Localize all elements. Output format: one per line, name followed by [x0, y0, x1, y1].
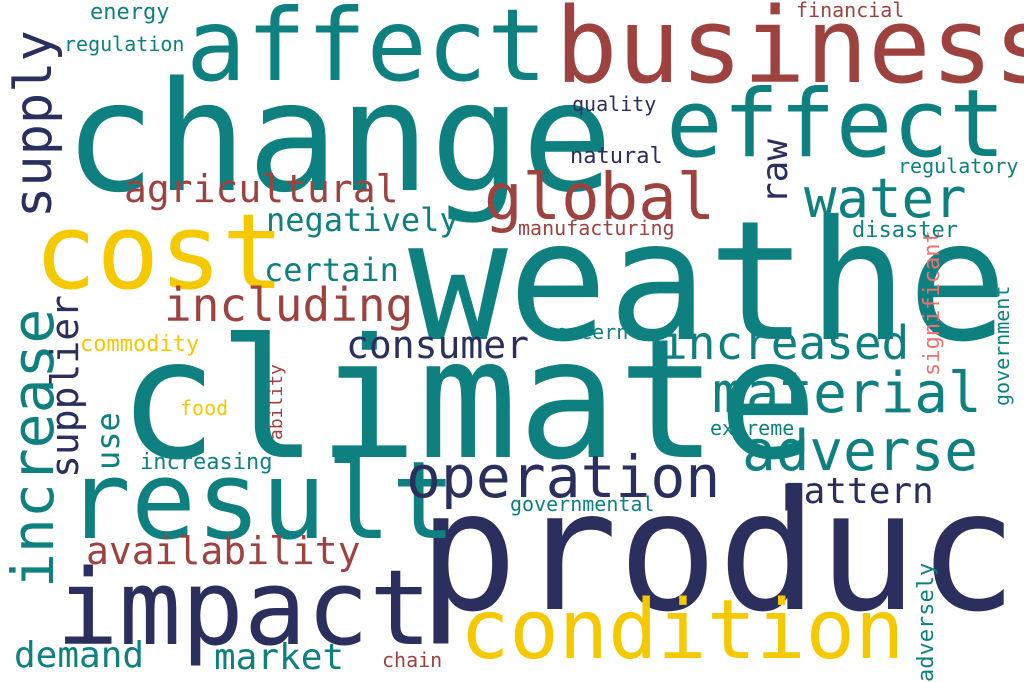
word-regulation: regulation [64, 32, 185, 56]
word-energy: energy [90, 0, 170, 25]
word-business: business [555, 0, 1024, 107]
word-demand: demand [14, 635, 145, 676]
word-financial: financial [796, 0, 905, 22]
word-weather: weather [408, 186, 1024, 379]
word-availability: availability [86, 529, 361, 573]
word-climate: climate [118, 304, 818, 497]
word-supplier: supplier [43, 294, 87, 478]
word-manufacturing: manufacturing [518, 216, 675, 240]
word-global: global [484, 161, 716, 235]
word-agricultural: agricultural [124, 167, 399, 211]
word-commodity: commodity [80, 332, 200, 357]
word-water: water [804, 167, 967, 230]
word-impact: impact [56, 547, 432, 669]
word-adversely: adversely [914, 562, 939, 682]
word-regulatory: regulatory [898, 154, 1019, 178]
word-raw: raw [755, 138, 796, 204]
word-disaster: disaster [852, 218, 958, 243]
word-product: product [418, 456, 1024, 649]
word-operation: operation [406, 443, 721, 511]
word-certain: certain [264, 251, 399, 289]
word-governmental: governmental [510, 492, 655, 516]
word-significant: significant [920, 230, 945, 376]
word-chain: chain [382, 648, 443, 672]
word-use: use [89, 412, 127, 470]
word-extreme: extreme [710, 416, 795, 440]
word-material: material [712, 361, 982, 426]
word-pattern: pattern [782, 471, 934, 512]
word-ability: ability [266, 364, 287, 440]
word-consumer: consumer [346, 323, 530, 367]
word-increasing: increasing [140, 450, 273, 475]
word-food: food [180, 396, 229, 420]
word-increased: increased [660, 316, 910, 370]
word-affect: affect [186, 0, 548, 104]
word-supply: supply [4, 30, 64, 218]
word-including: including [164, 278, 414, 332]
word-negatively: negatively [266, 201, 459, 239]
word-change: change [64, 49, 614, 226]
word-effect: effect [666, 70, 1006, 179]
word-adverse: adverse [742, 419, 979, 484]
word-market: market [214, 637, 345, 678]
word-quality: quality [572, 92, 657, 116]
word-government: government [990, 285, 1014, 406]
word-cost: cost [34, 191, 285, 313]
word-natural: natural [570, 144, 663, 169]
word-condition: condition [460, 583, 905, 678]
word-result: result [66, 439, 457, 564]
word-concern: concern [544, 320, 629, 344]
